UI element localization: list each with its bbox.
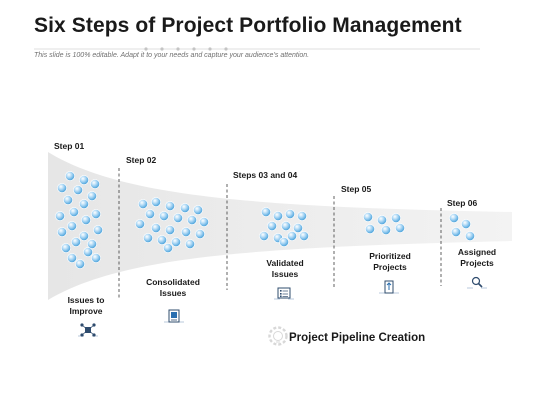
bubble-step1-23 — [75, 259, 85, 269]
gear-lightbulb-icon — [268, 326, 288, 346]
slide-subtitle: This slide is 100% editable. Adapt it to… — [34, 52, 310, 59]
bubble-step3-12 — [279, 237, 289, 247]
bubble-step4-4 — [365, 224, 375, 234]
priority-document-icon — [379, 280, 399, 294]
bubble-step2-1 — [138, 199, 148, 209]
bubble-step1-21 — [67, 253, 77, 263]
bubble-step1-3 — [90, 179, 100, 189]
bubble-step2-2 — [151, 197, 161, 207]
bubble-step2-4 — [180, 203, 190, 213]
step-02-label: Step 02 — [126, 155, 157, 165]
bubble-step2-15 — [195, 229, 205, 239]
bubble-step2-17 — [157, 235, 167, 245]
bubble-step2-9 — [187, 215, 197, 225]
bubble-step3-11 — [299, 231, 309, 241]
search-magnifier-icon — [467, 276, 487, 289]
step-01-caption: Issues to Improve — [67, 295, 105, 316]
bubble-step2-8 — [173, 213, 183, 223]
merge-document-icon — [164, 309, 184, 323]
bubble-step1-15 — [57, 227, 67, 237]
bubble-step3-10 — [287, 231, 297, 241]
bubble-step5-1 — [449, 213, 459, 223]
bubble-step5-2 — [461, 219, 471, 229]
bubble-step5-4 — [465, 231, 475, 241]
bubble-step1-19 — [61, 243, 71, 253]
bubble-step1-4 — [57, 183, 67, 193]
bubble-step2-14 — [181, 227, 191, 237]
steps-03-04-label: Steps 03 and 04 — [233, 170, 298, 180]
step-06-label: Step 06 — [447, 198, 478, 208]
bubble-step1-13 — [67, 221, 77, 231]
issue-bubbles — [55, 171, 475, 269]
bubble-step1-10 — [91, 209, 101, 219]
bubble-step2-18 — [171, 237, 181, 247]
bubble-step1-17 — [71, 237, 81, 247]
bubble-step1-7 — [63, 195, 73, 205]
step-02-caption: Consolidated Issues — [146, 277, 200, 298]
bubble-step1-2 — [79, 175, 89, 185]
bubble-step4-6 — [395, 223, 405, 233]
bubble-step2-11 — [135, 219, 145, 229]
bubble-step1-6 — [87, 191, 97, 201]
bubble-step1-11 — [55, 211, 65, 221]
pipeline-caption: Project Pipeline Creation — [289, 332, 426, 344]
funnel-shape — [48, 152, 512, 300]
bubble-step4-3 — [391, 213, 401, 223]
bubble-step2-13 — [165, 225, 175, 235]
bubble-step3-5 — [267, 221, 277, 231]
checklist-document-icon — [274, 287, 294, 300]
bubble-step2-19 — [185, 239, 195, 249]
bubble-step3-8 — [259, 231, 269, 241]
bubble-step1-22 — [91, 253, 101, 263]
bubble-step4-1 — [363, 212, 373, 222]
stage-icons — [78, 276, 487, 346]
step-06-caption: Assigned Projects — [457, 247, 497, 268]
step-05-label: Step 05 — [341, 184, 372, 194]
bubble-step1-5 — [73, 185, 83, 195]
bubble-step3-3 — [285, 209, 295, 219]
bubble-step1-16 — [79, 231, 89, 241]
bubble-step3-7 — [293, 223, 303, 233]
network-nodes-icon — [78, 323, 98, 337]
bubble-step3-6 — [281, 221, 291, 231]
slide-title: Six Steps of Project Portfolio Managemen… — [34, 14, 462, 37]
bubble-step2-12 — [151, 223, 161, 233]
bubble-step1-8 — [79, 199, 89, 209]
steps-03-04-caption: Validated Issues — [266, 258, 304, 279]
bubble-step1-12 — [81, 215, 91, 225]
bubble-step2-6 — [145, 209, 155, 219]
bubble-step2-5 — [193, 205, 203, 215]
bubble-step1-1 — [65, 171, 75, 181]
bubble-step3-2 — [273, 211, 283, 221]
bubble-step1-20 — [83, 247, 93, 257]
bubble-step2-16 — [143, 233, 153, 243]
bubble-step1-14 — [93, 225, 103, 235]
bubble-step3-4 — [297, 211, 307, 221]
bubble-step2-10 — [199, 217, 209, 227]
step-01-label: Step 01 — [54, 141, 85, 151]
bubble-step1-18 — [87, 239, 97, 249]
stage-dividers — [118, 168, 442, 298]
bubble-step4-5 — [381, 225, 391, 235]
bubble-step3-1 — [261, 207, 271, 217]
bubble-step4-2 — [377, 215, 387, 225]
bubble-step2-20 — [163, 243, 173, 253]
bubble-step2-7 — [159, 211, 169, 221]
bubble-step2-3 — [165, 201, 175, 211]
step-05-caption: Prioritized Projects — [369, 251, 411, 272]
bubble-step1-9 — [69, 207, 79, 217]
title-divider — [34, 47, 480, 51]
bubble-step5-3 — [451, 227, 461, 237]
